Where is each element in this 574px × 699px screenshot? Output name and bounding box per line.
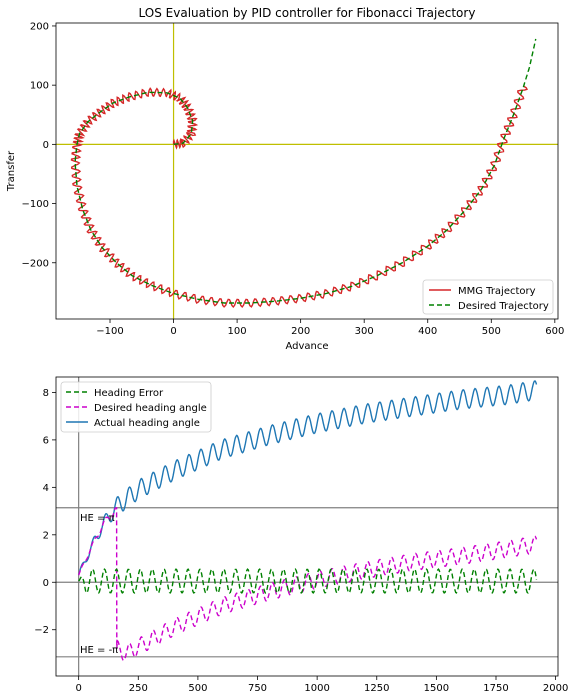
- trajectory-x-tick-label: 600: [545, 326, 564, 337]
- trajectory-legend-box: [422, 279, 554, 315]
- legend-label-desired-heading-angle: Desired heading angle: [94, 403, 207, 414]
- series-line-heading-error: [78, 568, 538, 594]
- legend-label-actual-heading-angle: Actual heading angle: [94, 418, 200, 429]
- trajectory-x-tick-label: 100: [228, 326, 247, 337]
- legend-label-heading-error: Heading Error: [94, 388, 164, 399]
- heading-plot-frame: [55, 376, 559, 677]
- trajectory-x-tick-label: −100: [96, 326, 123, 337]
- trajectory-x-tick-label: 200: [291, 326, 310, 337]
- series-line-mmg-trajectory: [70, 85, 528, 308]
- heading-x-tick-label: 250: [129, 683, 148, 694]
- trajectory-x-tick-label: 0: [170, 326, 176, 337]
- trajectory-y-tick-label: 200: [30, 21, 49, 32]
- heading-y-tick-label: 8: [43, 388, 49, 399]
- heading-x-tick-label: 2000: [543, 683, 568, 694]
- series-line-desired-trajectory: [74, 38, 537, 304]
- series-line-desired-heading-angle: [78, 507, 538, 662]
- series-line-actual-heading-angle: [78, 380, 538, 576]
- trajectory-y-tick-label: −200: [22, 258, 49, 269]
- heading-legend: Heading Error Desired heading angle Actu…: [60, 381, 212, 433]
- heading-y-tick-label: 2: [43, 530, 49, 541]
- heading-legend-box: [60, 381, 212, 433]
- heading-y-tick-label: 0: [43, 578, 49, 589]
- heading-x-tick-label: 500: [188, 683, 207, 694]
- heading-x-tick-label: 750: [248, 683, 267, 694]
- heading-x-tick-label: 1500: [424, 683, 449, 694]
- trajectory-plot-frame: [55, 22, 559, 320]
- legend-label-mmg-trajectory: MMG Trajectory: [458, 286, 536, 297]
- trajectory-y-axis-label: Transfer: [6, 150, 17, 192]
- trajectory-chart-title: LOS Evaluation by PID controller for Fib…: [139, 6, 476, 20]
- trajectory-y-tick-label: 100: [30, 81, 49, 92]
- trajectory-y-tick-label: 0: [43, 140, 49, 151]
- heading-chart: 0 250 500 750 1000 1250 1500 1750 2000 −2 0 2 4 6 8 H…: [34, 376, 568, 694]
- heading-x-tick-label: 1250: [364, 683, 389, 694]
- annotation-he-pi: HE = π: [80, 513, 115, 524]
- annotation-he-minus-pi: HE = -π: [80, 645, 118, 656]
- trajectory-x-tick-label: 400: [418, 326, 437, 337]
- trajectory-x-tick-label: 500: [482, 326, 501, 337]
- heading-x-tick-label: 1750: [483, 683, 508, 694]
- legend-label-desired-trajectory: Desired Trajectory: [458, 301, 549, 312]
- heading-x-tick-label: 1000: [304, 683, 329, 694]
- heading-y-tick-label: 6: [43, 435, 49, 446]
- trajectory-legend: MMG Trajectory Desired Trajectory: [422, 279, 554, 315]
- trajectory-y-tick-label: −100: [22, 199, 49, 210]
- heading-y-tick-label: −2: [34, 625, 49, 636]
- heading-x-tick-label: 0: [75, 683, 81, 694]
- trajectory-x-axis-label: Advance: [285, 341, 328, 352]
- trajectory-x-tick-label: 300: [355, 326, 374, 337]
- trajectory-chart: LOS Evaluation by PID controller for Fib…: [6, 6, 564, 352]
- heading-y-tick-label: 4: [43, 483, 49, 494]
